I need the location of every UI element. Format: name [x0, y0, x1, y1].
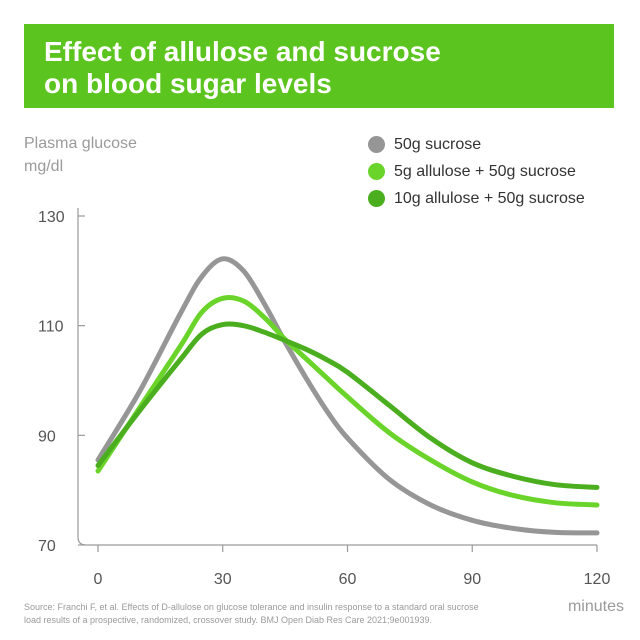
chart-series-lines — [95, 256, 600, 536]
y-tick-label: 90 — [38, 428, 56, 445]
source-citation: Source: Franchi F, et al. Effects of D-a… — [24, 601, 544, 627]
chart-axes — [77, 208, 598, 552]
y-axis-label-line-1: Plasma glucose — [24, 135, 137, 152]
chart-title-line-2: on blood sugar levels — [44, 68, 332, 99]
x-tick-label: 0 — [94, 571, 103, 588]
x-tick-label: 90 — [463, 571, 481, 588]
series-line-0 — [95, 256, 600, 536]
legend-label-10g-allulose: 10g allulose + 50g sucrose — [394, 189, 585, 207]
chart-tick-labels: 70 90 110 130 0 30 60 90 120 minutes — [38, 209, 624, 615]
legend: 50g sucrose 5g allulose + 50g sucrose 10… — [368, 131, 585, 212]
legend-label-5g-allulose: 5g allulose + 50g sucrose — [394, 162, 576, 180]
source-line-2: load results of a prospective, randomize… — [24, 615, 433, 625]
legend-item-sucrose: 50g sucrose — [368, 131, 585, 158]
chart-title-line-1: Effect of allulose and sucrose — [44, 36, 441, 67]
legend-item-10g-allulose: 10g allulose + 50g sucrose — [368, 185, 585, 212]
y-tick-label: 130 — [38, 209, 65, 226]
y-tick-label: 110 — [38, 319, 64, 336]
legend-marker-10g-allulose — [368, 190, 385, 207]
chart-title-banner: Effect of allulose and sucrose on blood … — [24, 24, 614, 108]
series-line-1 — [95, 294, 600, 508]
legend-marker-5g-allulose — [368, 163, 385, 180]
axis-lines — [77, 208, 597, 546]
x-tick-label: 60 — [339, 571, 357, 588]
series-line-2 — [95, 321, 600, 490]
source-line-1: Source: Franchi F, et al. Effects of D-a… — [24, 602, 479, 612]
x-tick-label: 30 — [214, 571, 232, 588]
y-tick-label: 70 — [38, 538, 56, 555]
legend-label-sucrose: 50g sucrose — [394, 135, 482, 153]
legend-item-5g-allulose: 5g allulose + 50g sucrose — [368, 158, 585, 185]
x-tick-label: 120 — [584, 571, 611, 588]
y-axis-label-line-2: mg/dl — [24, 158, 64, 175]
y-axis-label: Plasma glucose mg/dl — [24, 132, 137, 178]
legend-marker-sucrose — [368, 136, 385, 153]
x-axis-label: minutes — [568, 598, 624, 615]
